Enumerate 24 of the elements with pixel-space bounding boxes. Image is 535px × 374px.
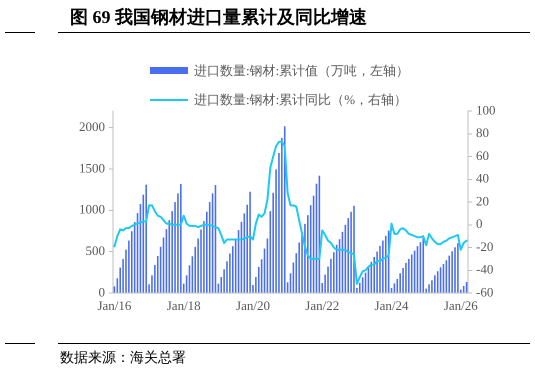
y2-tick-label: -20 — [476, 238, 494, 254]
y-tick-label: 1000 — [79, 202, 105, 217]
y-tick-label: 0 — [98, 284, 105, 300]
x-tick-label: Jan/22 — [305, 298, 340, 314]
x-tick-label: Jan/20 — [236, 298, 270, 314]
y2-tick-label: 60 — [476, 148, 489, 163]
legend-label: 进口数量:钢材:累计值（万吨，左轴） — [194, 62, 410, 80]
y2-tick-label: 100 — [476, 102, 496, 118]
y-tick-label: 1500 — [79, 160, 105, 176]
legend-label: 进口数量:钢材:累计同比（%，右轴） — [194, 90, 408, 108]
source-note: 数据来源：海关总署 — [60, 349, 186, 367]
y-tick-label: 2000 — [79, 118, 105, 134]
x-tick-label: Jan/26 — [444, 298, 478, 314]
y2-tick-label: 80 — [476, 125, 489, 140]
y2-tick-label: 0 — [476, 216, 482, 232]
y2-tick-label: -60 — [476, 284, 494, 300]
x-tick-label: Jan/16 — [97, 298, 132, 314]
chart-title: 图 69 我国钢材进口量累计及同比增速 — [70, 6, 367, 29]
x-tick-label: Jan/24 — [374, 298, 409, 314]
y2-tick-label: 20 — [476, 193, 489, 208]
y-tick-label: 500 — [86, 243, 105, 258]
x-tick-label: Jan/18 — [166, 298, 201, 314]
y2-tick-label: 40 — [476, 170, 489, 186]
y2-tick-label: -40 — [476, 262, 494, 277]
